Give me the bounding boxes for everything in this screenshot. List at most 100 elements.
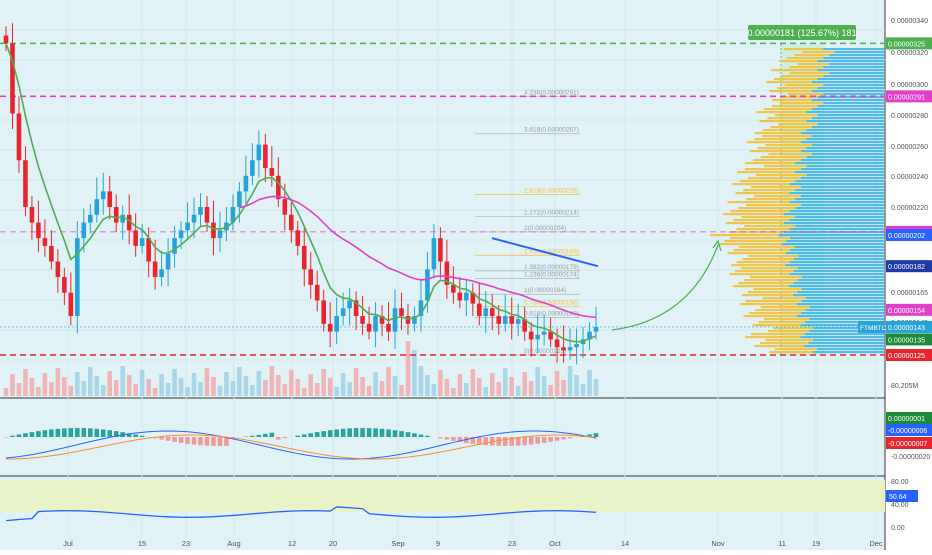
- profile-bar-up: [829, 54, 884, 56]
- price-label-text: 0.00000143: [888, 325, 925, 332]
- time-tick-label: Oct: [549, 539, 562, 548]
- profile-bar-up: [801, 300, 884, 302]
- profile-bar-up: [812, 135, 884, 137]
- profile-bar-down: [737, 228, 790, 230]
- profile-bar-down: [771, 69, 818, 71]
- profile-bar-down: [748, 255, 798, 257]
- candle-body: [185, 223, 190, 231]
- profile-bar-up: [798, 267, 884, 269]
- volume-bar: [529, 381, 534, 396]
- profile-bar-up: [806, 174, 884, 176]
- profile-bar-up: [823, 75, 884, 77]
- volume-bar: [516, 386, 521, 396]
- time-tick-label: Nov: [711, 539, 725, 548]
- profile-bar-down: [735, 192, 789, 194]
- volume-bar: [574, 375, 579, 396]
- volume-bar: [101, 385, 106, 396]
- profile-bar-down: [724, 240, 786, 242]
- profile-bar-down: [761, 306, 810, 308]
- macd-histogram-bar: [62, 428, 67, 437]
- profile-bar-up: [795, 189, 884, 191]
- macd-histogram-bar: [263, 434, 268, 437]
- volume-bar: [166, 383, 171, 396]
- macd-histogram-bar: [393, 430, 398, 437]
- profile-bar-up: [823, 102, 884, 104]
- profile-bar-down: [732, 183, 789, 185]
- profile-bar-up: [801, 141, 884, 143]
- profile-bar-down: [728, 252, 786, 254]
- candle-body: [503, 316, 508, 324]
- profile-bar-down: [758, 147, 807, 149]
- profile-bar-up: [823, 66, 884, 68]
- candle-body: [535, 335, 540, 340]
- profile-bar-down: [719, 243, 782, 245]
- profile-bar-up: [806, 120, 884, 122]
- profile-bar-down: [754, 195, 801, 197]
- profile-bar-up: [829, 72, 884, 74]
- candle-body: [308, 269, 313, 285]
- volume-bar: [561, 380, 566, 396]
- volume-bar: [159, 374, 164, 396]
- volume-bar: [373, 372, 378, 396]
- profile-bar-up: [784, 222, 884, 224]
- time-tick-label: Aug: [227, 539, 240, 548]
- candle-body: [179, 230, 184, 238]
- profile-bar-up: [802, 288, 884, 290]
- volume-bar: [380, 381, 385, 396]
- profile-bar-up: [795, 225, 884, 227]
- candle-body: [159, 269, 164, 277]
- time-tick-label: 11: [778, 539, 786, 548]
- profile-bar-up: [793, 282, 884, 284]
- candle-body: [393, 308, 398, 331]
- profile-bar-up: [806, 297, 884, 299]
- volume-bar: [425, 375, 430, 396]
- macd-histogram-bar: [282, 437, 287, 438]
- volume-bar: [354, 368, 359, 396]
- profile-bar-up: [806, 138, 884, 140]
- fib-level-label: 3.618(0.00000267): [524, 127, 579, 134]
- header-badge-text: 0.00000181 (125.67%) 181: [747, 28, 856, 38]
- profile-bar-down: [769, 90, 812, 92]
- candle-body: [341, 308, 346, 316]
- candle-body: [263, 145, 268, 168]
- profile-bar-down: [753, 288, 801, 290]
- profile-bar-up: [801, 150, 884, 152]
- candle-body: [399, 308, 404, 316]
- volume-bar: [49, 382, 54, 396]
- profile-bar-up: [818, 123, 884, 125]
- profile-bar-down: [742, 294, 793, 296]
- profile-bar-down: [794, 54, 828, 56]
- macd-histogram-bar: [23, 433, 28, 437]
- profile-bar-up: [812, 90, 884, 92]
- fib-level-label: 2.272(0.00000214): [524, 209, 579, 216]
- macd-histogram-bar: [308, 433, 313, 437]
- candle-body: [82, 223, 87, 239]
- profile-bar-down: [751, 186, 801, 188]
- profile-bar-down: [777, 87, 818, 89]
- macd-histogram-bar: [529, 437, 534, 445]
- volume-bar: [185, 387, 190, 396]
- profile-bar-down: [802, 51, 834, 53]
- macd-histogram-bar: [451, 437, 456, 441]
- candle-body: [555, 339, 560, 347]
- candle-body: [205, 207, 210, 223]
- volume-bar: [328, 378, 333, 396]
- profile-bar-down: [773, 327, 813, 329]
- profile-bar-up: [795, 207, 884, 209]
- candle-body: [88, 215, 93, 223]
- macd-histogram-bar: [555, 437, 560, 441]
- profile-bar-down: [761, 156, 807, 158]
- profile-bar-down: [782, 75, 823, 77]
- profile-bar-down: [778, 123, 817, 125]
- volume-bar: [334, 387, 339, 396]
- candle-body: [483, 308, 488, 316]
- candle-body: [43, 238, 48, 246]
- profile-bar-up: [798, 279, 884, 281]
- profile-bar-up: [801, 132, 884, 134]
- volume-bar: [114, 380, 119, 396]
- profile-bar-up: [801, 159, 884, 161]
- price-label-text: 0.00000291: [888, 94, 925, 101]
- profile-bar-up: [800, 336, 884, 338]
- macd-tick-label: -0.00000020: [891, 454, 930, 461]
